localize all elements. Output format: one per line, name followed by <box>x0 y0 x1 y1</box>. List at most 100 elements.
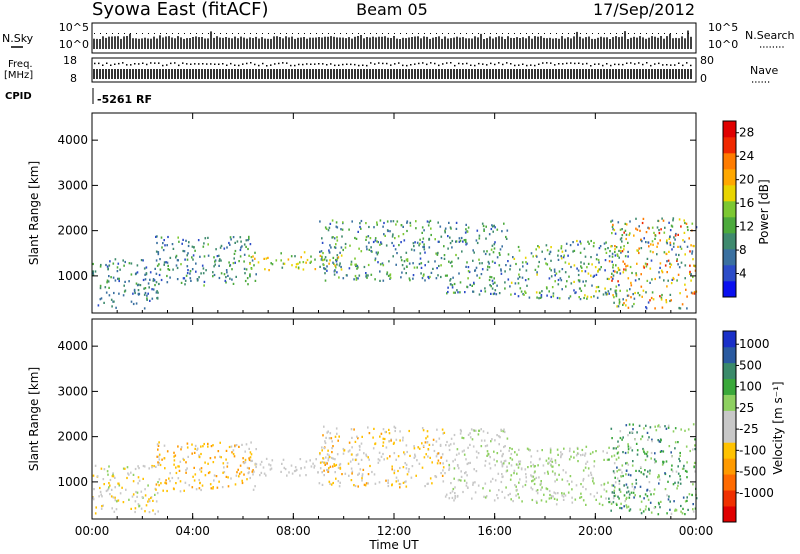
velocity-echo-cell <box>642 449 645 452</box>
velocity-echo-cell <box>593 460 596 463</box>
power-echo-cell <box>440 264 442 267</box>
power-echo-cell <box>669 266 671 269</box>
velocity-echo-cell <box>632 460 634 463</box>
power-echo-cell <box>638 225 640 228</box>
power-echo-cell <box>689 270 691 273</box>
power-echo-cell <box>207 236 209 239</box>
power-echo-cell <box>584 270 587 273</box>
power-echo-cell <box>641 221 644 225</box>
velocity-echo-cell <box>421 427 424 430</box>
power-echo-cell <box>449 261 452 264</box>
power-echo-cell <box>302 261 305 264</box>
velocity-echo-cell <box>503 496 506 499</box>
power-echo-cell <box>421 277 424 280</box>
power-echo-cell <box>192 254 195 257</box>
velocity-echo-cell <box>445 444 447 447</box>
velocity-echo-cell <box>614 486 616 489</box>
power-echo-cell <box>449 279 451 282</box>
power-echo-cell <box>429 275 431 278</box>
velocity-echo-cell <box>100 507 103 510</box>
power-echo-cell <box>569 244 572 247</box>
power-echo-cell <box>108 286 110 289</box>
power-echo-cell <box>691 250 694 253</box>
power-echo-cell <box>631 271 633 275</box>
power-echo-cell <box>334 246 337 249</box>
power-echo-cell <box>504 270 506 273</box>
power-echo-cell <box>526 284 528 287</box>
velocity-echo-cell <box>646 455 649 458</box>
power-echo-cell <box>201 264 204 267</box>
freq-dot <box>250 62 252 64</box>
power-echo-cell <box>355 278 358 281</box>
velocity-colorbar-label: Velocity [m s⁻¹] <box>771 381 785 474</box>
freq-dot <box>394 63 396 65</box>
velocity-echo-cell <box>326 468 328 472</box>
velocity-echo-cell <box>488 462 491 465</box>
power-echo-cell <box>625 237 627 241</box>
freq-dot <box>418 62 420 65</box>
power-echo-cell <box>538 260 540 264</box>
velocity-echo-cell <box>312 462 314 465</box>
power-echo-cell <box>645 307 648 310</box>
power-echo-cell <box>158 282 160 286</box>
power-echo-cell <box>565 242 568 245</box>
velocity-echo-cell <box>498 489 500 492</box>
velocity-echo-cell <box>394 429 396 433</box>
velocity-echo-cell <box>612 497 615 500</box>
velocity-echo-cell <box>565 471 567 474</box>
velocity-echo-cell <box>357 473 359 476</box>
velocity-echo-cell <box>359 468 362 471</box>
velocity-echo-cell <box>530 465 532 468</box>
velocity-echo-cell <box>241 481 244 485</box>
velocity-echo-cell <box>232 449 235 452</box>
power-echo-cell <box>661 269 663 272</box>
velocity-echo-cell <box>626 506 628 509</box>
power-echo-cell <box>621 228 623 231</box>
power-echo-cell <box>498 264 501 267</box>
velocity-echo-cell <box>548 497 551 500</box>
velocity-echo-cell <box>425 437 427 440</box>
velocity-echo-cell <box>259 463 262 466</box>
power-echo-cell <box>522 293 524 296</box>
freq-dot <box>518 64 520 66</box>
power-echo-cell <box>386 220 389 223</box>
velocity-echo-cell <box>270 467 273 470</box>
velocity-colorbar-swatch <box>723 410 736 427</box>
freq-dot <box>430 62 432 64</box>
power-echo-cell <box>577 243 579 246</box>
power-echo-cell <box>335 260 338 263</box>
velocity-echo-cell <box>627 463 630 466</box>
velocity-echo-cell <box>629 431 631 434</box>
power-echo-cell <box>480 289 482 292</box>
velocity-echo-cell <box>521 500 523 503</box>
power-echo-cell <box>340 254 343 257</box>
velocity-echo-cell <box>650 457 652 460</box>
power-echo-cell <box>619 228 622 231</box>
velocity-echo-cell <box>406 473 409 476</box>
velocity-echo-cell <box>395 458 397 461</box>
freq-dot <box>366 64 368 67</box>
velocity-echo-cell <box>585 503 587 506</box>
power-echo-cell <box>434 260 436 263</box>
power-echo-cell <box>182 277 185 280</box>
velocity-echo-cell <box>683 464 685 467</box>
velocity-echo-cell <box>390 439 392 442</box>
velocity-echo-cell <box>489 489 491 492</box>
power-echo-cell <box>191 268 194 271</box>
velocity-echo-cell <box>648 472 651 475</box>
power-echo-cell <box>319 250 321 253</box>
power-echo-cell <box>659 262 662 265</box>
power-echo-cell <box>680 225 682 228</box>
power-echo-cell <box>386 271 389 274</box>
freq-dot <box>670 64 672 66</box>
velocity-echo-cell <box>692 508 694 511</box>
power-echo-cell <box>449 242 452 245</box>
freq-dot <box>266 65 268 67</box>
velocity-echo-cell <box>510 464 513 467</box>
power-echo-cell <box>636 249 638 252</box>
velocity-echo-cell <box>109 478 112 482</box>
velocity-echo-cell <box>563 492 565 495</box>
velocity-echo-cell <box>148 467 150 470</box>
freq-dot <box>194 63 196 65</box>
